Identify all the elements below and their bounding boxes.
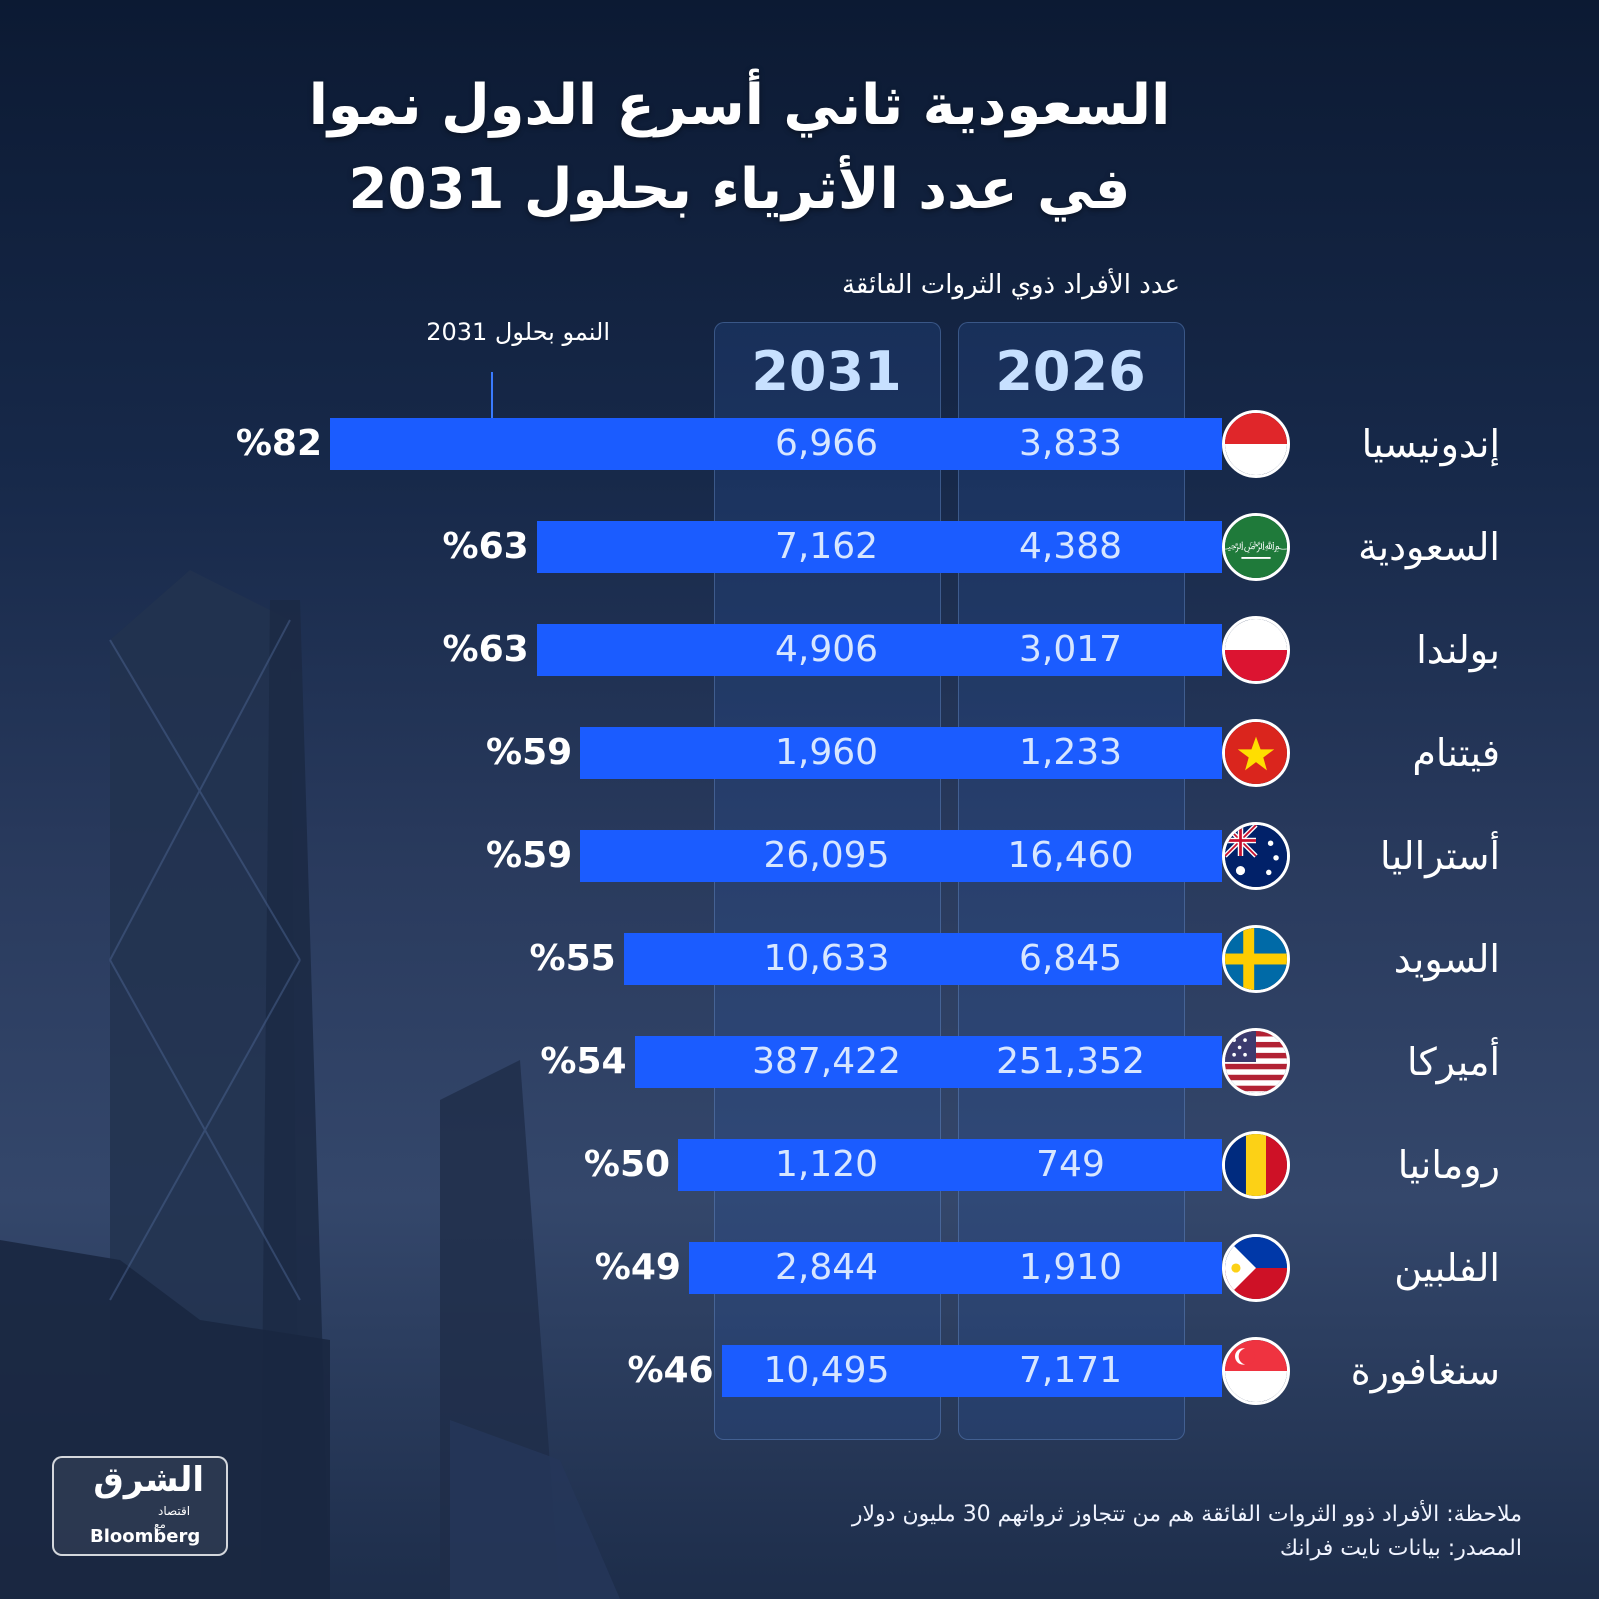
value-2031: 10,633 (763, 938, 890, 979)
logo-partner: Bloomberg (90, 1526, 201, 1547)
country-label: بولندا (1416, 628, 1500, 672)
growth-label: %54 (540, 1041, 627, 1082)
footer-note: ملاحظة: الأفراد ذوو الثروات الفائقة هم م… (851, 1502, 1522, 1527)
growth-label: %82 (235, 423, 322, 464)
singapore-flag-icon (1222, 1337, 1290, 1405)
growth-bar (536, 521, 1222, 573)
growth-bar (634, 1036, 1222, 1088)
logo-name: الشرق (93, 1460, 204, 1500)
value-2031: 10,495 (763, 1350, 890, 1391)
footer-source: المصدر: بيانات نايت فرانك (1279, 1536, 1522, 1561)
column-header-2031: 2031 (751, 340, 902, 403)
value-2026: 1,233 (1018, 732, 1123, 773)
country-label: إندونيسيا (1361, 422, 1500, 466)
value-2031: 7,162 (774, 526, 879, 567)
growth-bar (623, 933, 1222, 985)
value-2026: 7,171 (1018, 1350, 1123, 1391)
growth-bar (580, 727, 1222, 779)
country-label: رومانيا (1397, 1143, 1500, 1187)
value-2026: 3,017 (1018, 629, 1123, 670)
value-2026: 1,910 (1018, 1247, 1123, 1288)
value-2031: 4,906 (774, 629, 879, 670)
value-2026: 3,833 (1018, 423, 1123, 464)
country-label: أستراليا (1379, 834, 1500, 878)
chart-subtitle: عدد الأفراد ذوي الثروات الفائقة (841, 270, 1180, 300)
growth-label: %49 (594, 1247, 681, 1288)
svg-text:﷽: ﷽ (1225, 539, 1287, 554)
growth-bar (688, 1242, 1222, 1294)
growth-label: %50 (583, 1144, 671, 1185)
value-2031: 6,966 (774, 423, 879, 464)
growth-label: %63 (442, 629, 529, 670)
saudi-flag-icon: ﷽ (1222, 513, 1290, 581)
value-2031: 387,422 (752, 1041, 901, 1082)
growth-header-tick (491, 372, 493, 418)
growth-bar (678, 1139, 1222, 1191)
growth-label: %63 (442, 526, 529, 567)
country-label: الفلبين (1394, 1246, 1500, 1290)
romania-flag-icon (1222, 1131, 1290, 1199)
country-label: السعودية (1358, 525, 1500, 569)
growth-bar (536, 624, 1222, 676)
logo-sub: اقتصاد (158, 1504, 191, 1518)
logo-with: مع (154, 1518, 166, 1531)
value-2026: 749 (1036, 1144, 1105, 1185)
value-2031: 1,120 (774, 1144, 879, 1185)
growth-label: %55 (529, 938, 616, 979)
value-2031: 26,095 (763, 835, 890, 876)
value-2026: 6,845 (1018, 938, 1123, 979)
growth-bar (721, 1345, 1222, 1397)
asharq-bloomberg-logo: الشرق اقتصاد مع Bloomberg (52, 1456, 228, 1556)
philippines-flag-icon (1222, 1234, 1290, 1302)
country-label: السويد (1393, 937, 1500, 981)
chart-title-line-2: في عدد الأثرياء بحلول 2031 (348, 157, 1131, 222)
country-label: سنغافورة (1350, 1349, 1500, 1393)
growth-label: %59 (486, 835, 573, 876)
value-2031: 2,844 (774, 1247, 879, 1288)
column-header-2026: 2026 (995, 340, 1146, 403)
chart-title-line-1: السعودية ثاني أسرع الدول نموا (308, 73, 1171, 138)
country-label: أميركا (1406, 1040, 1500, 1084)
value-2026: 16,460 (1007, 835, 1134, 876)
growth-label: %46 (627, 1350, 714, 1391)
growth-bar (330, 418, 1222, 470)
sweden-flag-icon (1222, 925, 1290, 993)
poland-flag-icon (1222, 616, 1290, 684)
vietnam-flag-icon (1222, 719, 1290, 787)
usa-flag-icon (1222, 1028, 1290, 1096)
australia-flag-icon (1222, 822, 1290, 890)
growth-bar (580, 830, 1222, 882)
country-label: فيتنام (1412, 731, 1500, 775)
value-2026: 251,352 (996, 1041, 1145, 1082)
growth-label: %59 (486, 732, 573, 773)
indonesia-flag-icon (1222, 410, 1290, 478)
value-2026: 4,388 (1018, 526, 1123, 567)
value-2031: 1,960 (774, 732, 879, 773)
growth-header: النمو بحلول 2031 (426, 318, 610, 346)
